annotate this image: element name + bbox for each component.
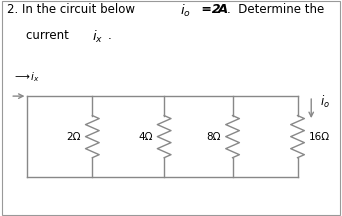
Text: $\boldsymbol{i_o}$: $\boldsymbol{i_o}$ — [180, 3, 190, 19]
Text: .  Determine the: . Determine the — [227, 3, 325, 16]
Text: $\boldsymbol{i_x}$: $\boldsymbol{i_x}$ — [92, 29, 104, 45]
Text: 2. In the circuit below: 2. In the circuit below — [7, 3, 139, 16]
Text: $\boldsymbol{A}$: $\boldsymbol{A}$ — [217, 3, 229, 16]
Text: current: current — [26, 29, 72, 42]
Text: =2: =2 — [197, 3, 220, 16]
Text: 8Ω: 8Ω — [207, 132, 221, 142]
Text: 2Ω: 2Ω — [66, 132, 81, 142]
Text: 4Ω: 4Ω — [138, 132, 153, 142]
Text: .: . — [108, 29, 111, 42]
Text: 16Ω: 16Ω — [308, 132, 330, 142]
Text: $\longrightarrow i_x$: $\longrightarrow i_x$ — [12, 70, 40, 84]
Text: $i_o$: $i_o$ — [320, 94, 330, 110]
